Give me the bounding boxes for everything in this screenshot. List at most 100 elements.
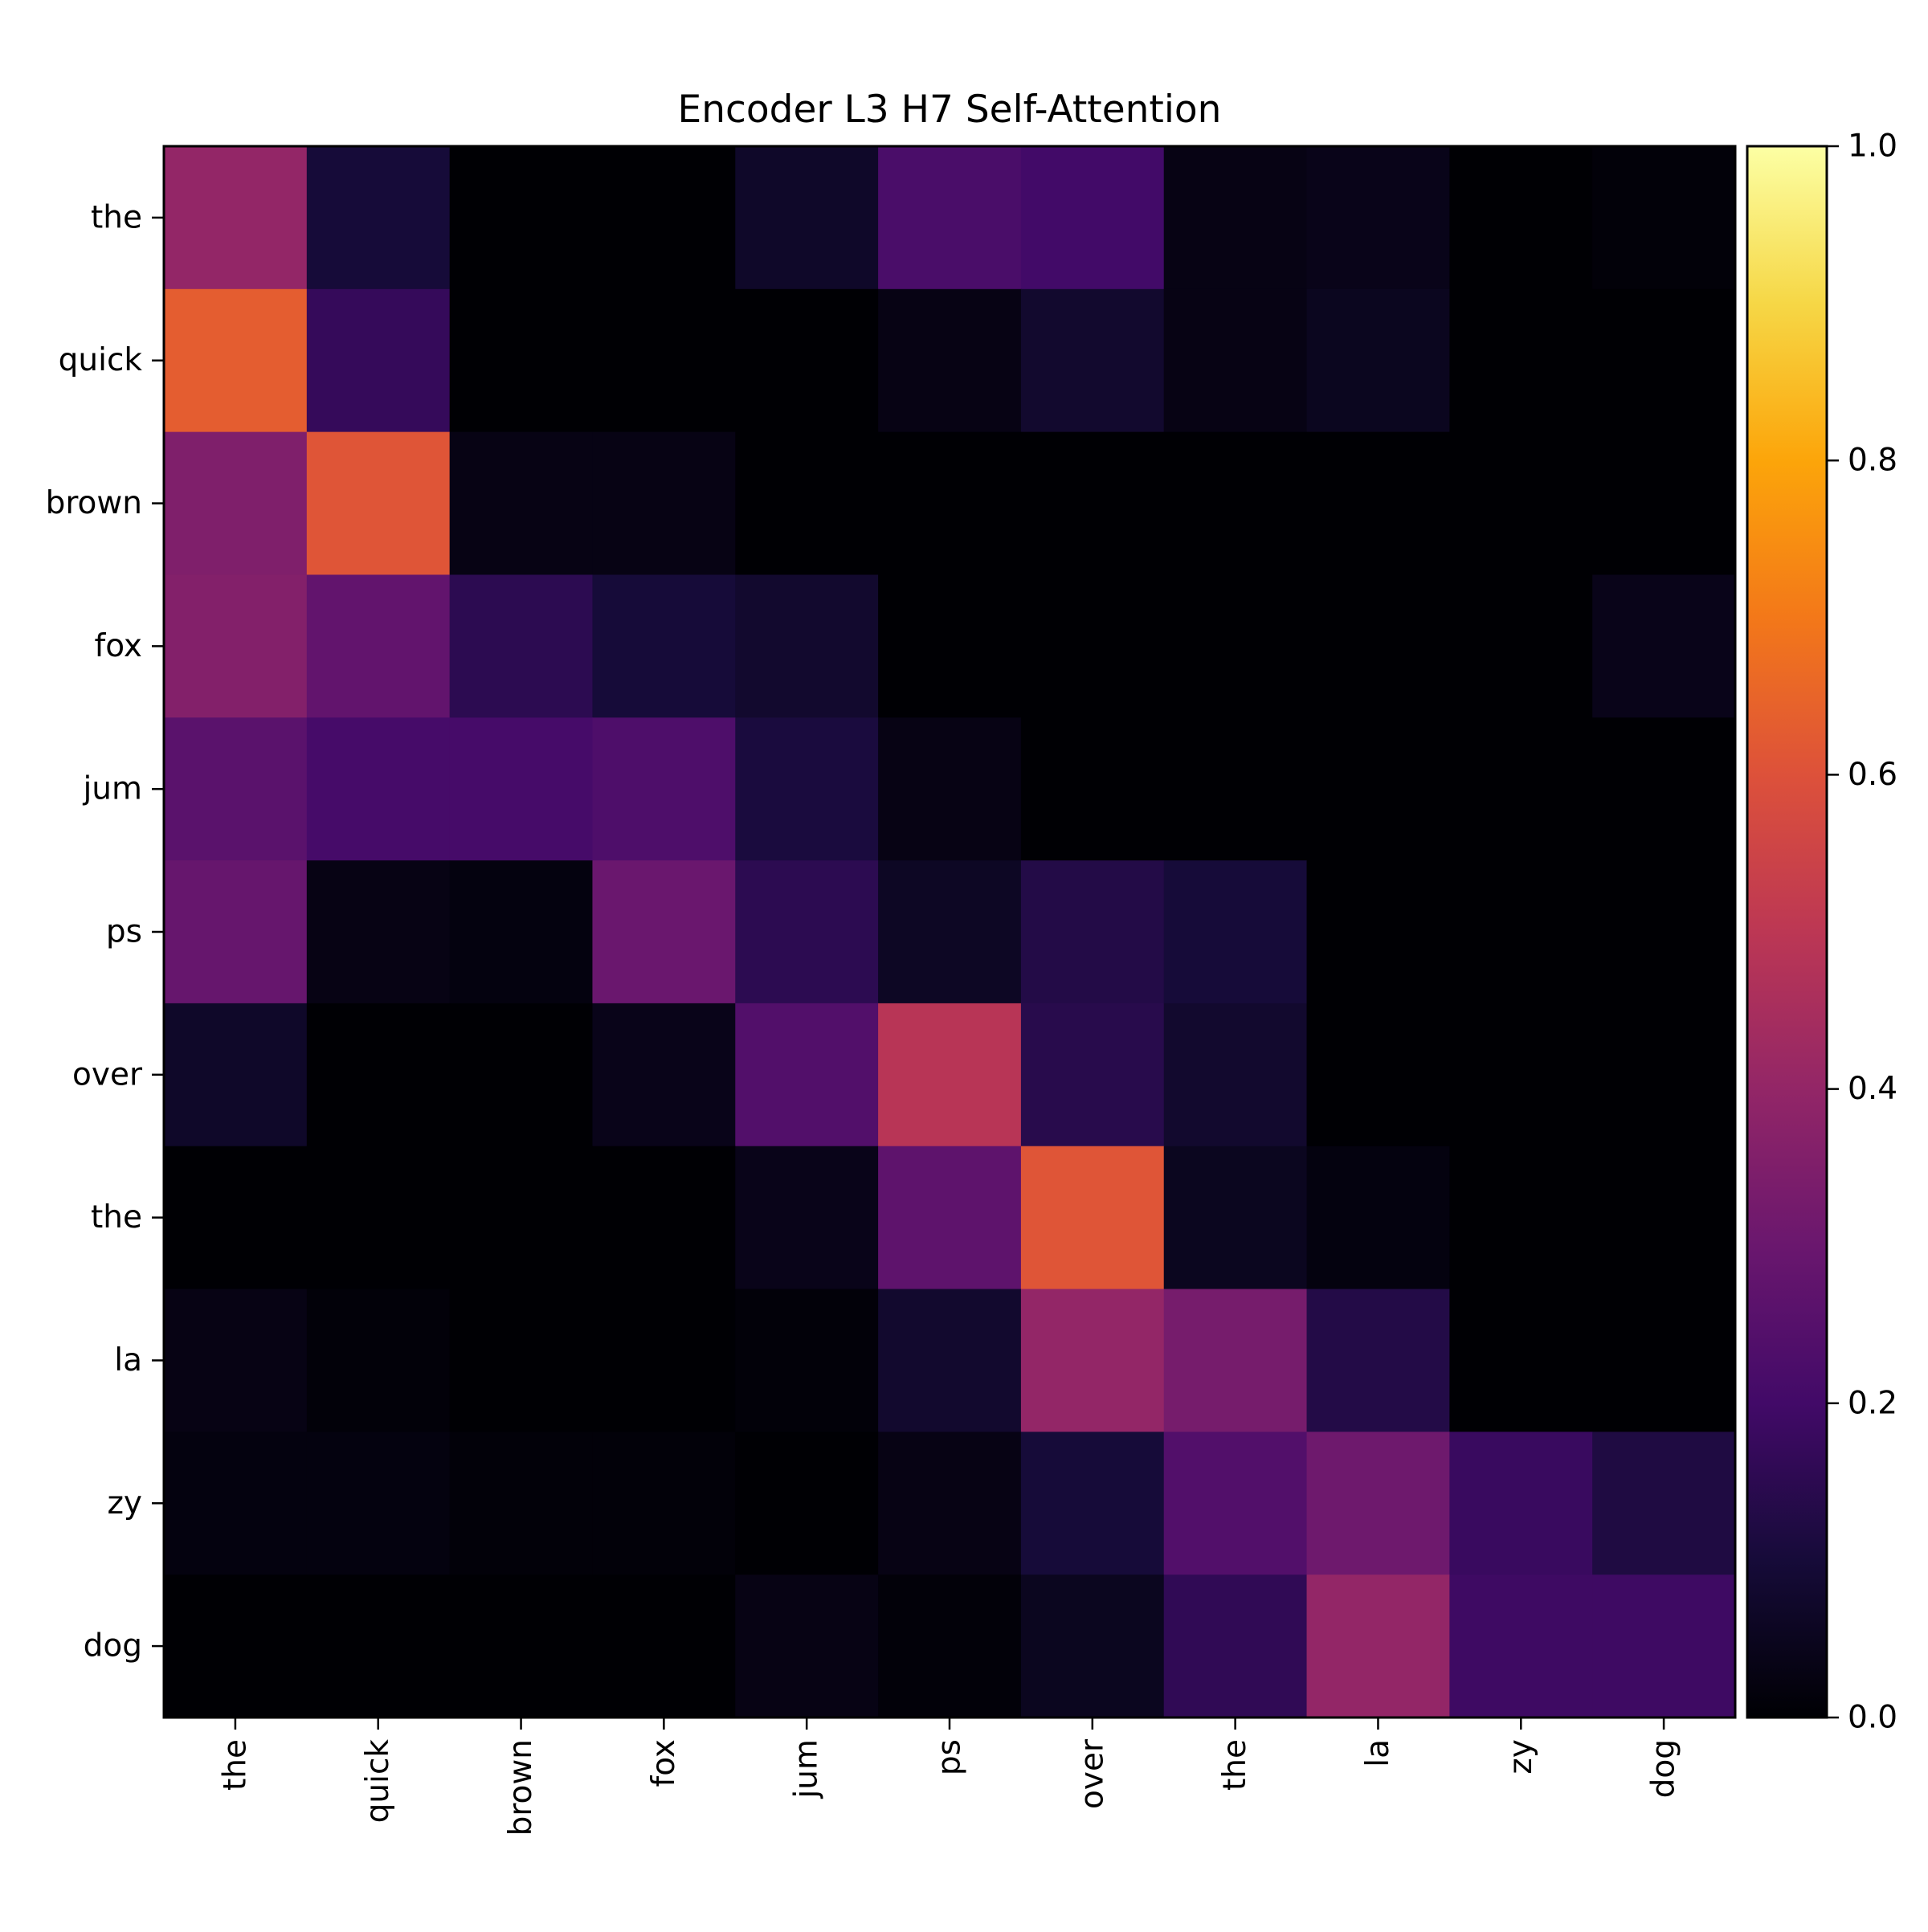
heatmap-cell xyxy=(592,1146,736,1290)
heatmap-cell xyxy=(1592,431,1736,576)
heatmap-cell xyxy=(735,146,879,290)
heatmap-cell xyxy=(306,1289,451,1432)
heatmap-cell xyxy=(449,717,594,861)
heatmap-cell xyxy=(1306,1146,1450,1290)
heatmap-cell xyxy=(1020,1432,1165,1575)
heatmap-cell xyxy=(449,288,594,433)
heatmap-cell xyxy=(735,1289,879,1432)
heatmap-cell xyxy=(164,288,308,433)
heatmap-cell xyxy=(1020,860,1165,1004)
heatmap-cell xyxy=(1592,574,1736,718)
heatmap-cell xyxy=(164,1432,308,1575)
y-tick-label: the xyxy=(91,1199,142,1236)
heatmap-cell xyxy=(1163,717,1308,861)
heatmap-cell xyxy=(1449,574,1593,718)
heatmap-cell xyxy=(306,1432,451,1575)
heatmap-cell xyxy=(592,1289,736,1432)
heatmap-cell xyxy=(592,1432,736,1575)
heatmap-cell xyxy=(592,1003,736,1147)
y-tick-label: fox xyxy=(95,628,142,664)
heatmap-cell xyxy=(1592,1289,1736,1432)
colorbar-ticks: 0.0 0.2 0.4 0.6 0.8 1.0 xyxy=(1827,129,1897,1736)
heatmap-cell xyxy=(1449,1432,1593,1575)
x-tick-label: over xyxy=(1074,1738,1110,1809)
heatmap-cell xyxy=(1592,1146,1736,1290)
heatmap-cell xyxy=(1449,431,1593,576)
heatmap-cell xyxy=(735,431,879,576)
heatmap-cell xyxy=(306,1575,451,1718)
heatmap-cell xyxy=(449,1146,594,1290)
heatmap-cell xyxy=(449,1289,594,1432)
heatmap-cell xyxy=(1449,146,1593,290)
heatmap-cell xyxy=(1163,288,1308,433)
heatmap-cell xyxy=(1020,1003,1165,1147)
heatmap-cell xyxy=(1020,288,1165,433)
heatmap-cell xyxy=(1306,860,1450,1004)
heatmap-cell xyxy=(306,1003,451,1147)
heatmap-cell xyxy=(592,860,736,1004)
heatmap-cell xyxy=(1449,1003,1593,1147)
heatmap-cell xyxy=(1449,1289,1593,1432)
colorbar-tick-label: 0.8 xyxy=(1848,443,1897,479)
heatmap-cell xyxy=(735,1432,879,1575)
y-tick-label: zy xyxy=(107,1485,142,1522)
y-tick-label: jum xyxy=(82,771,142,807)
heatmap-cell xyxy=(1163,1575,1308,1718)
heatmap-cell xyxy=(1449,1575,1593,1718)
heatmap-cell xyxy=(306,574,451,718)
x-tick-label: zy xyxy=(1503,1739,1539,1775)
x-tick-label: brown xyxy=(503,1739,539,1836)
y-tick-label: dog xyxy=(84,1628,142,1664)
x-tick-label: la xyxy=(1360,1739,1396,1767)
heatmap-cell xyxy=(592,146,736,290)
heatmap-cell xyxy=(449,574,594,718)
heatmap-cell xyxy=(164,717,308,861)
chart-title: Encoder L3 H7 Self-Attention xyxy=(678,88,1222,132)
heatmap-cell xyxy=(878,1575,1022,1718)
heatmap-cell xyxy=(1592,288,1736,433)
heatmap-cell xyxy=(1020,717,1165,861)
heatmap-cell xyxy=(1163,1289,1308,1432)
heatmap-cell xyxy=(1306,1289,1450,1432)
heatmap-cell xyxy=(1163,146,1308,290)
heatmap-cell xyxy=(878,574,1022,718)
heatmap-cell xyxy=(1592,717,1736,861)
heatmap-cell xyxy=(1449,288,1593,433)
heatmap-cell xyxy=(735,1003,879,1147)
y-tick-label: the xyxy=(91,199,142,235)
heatmap-cell xyxy=(1592,1575,1736,1718)
heatmap-cell xyxy=(592,574,736,718)
heatmap-cell xyxy=(1449,717,1593,861)
colorbar-tick-label: 0.2 xyxy=(1848,1385,1897,1421)
heatmap-cell xyxy=(164,431,308,576)
heatmap-cell xyxy=(1020,146,1165,290)
heatmap-cell xyxy=(735,288,879,433)
heatmap-cell xyxy=(306,146,451,290)
x-tick-label: ps xyxy=(932,1739,968,1775)
heatmap-cell xyxy=(735,1146,879,1290)
heatmap-cell xyxy=(1306,717,1450,861)
heatmap-cell xyxy=(306,717,451,861)
heatmap-cell xyxy=(1163,860,1308,1004)
heatmap-cell xyxy=(449,1575,594,1718)
x-tick-label: the xyxy=(1217,1739,1253,1791)
heatmap-cell xyxy=(449,860,594,1004)
heatmap-cell xyxy=(735,717,879,861)
heatmap-cell xyxy=(1592,1003,1736,1147)
heatmap-cell xyxy=(1306,1432,1450,1575)
heatmap-cell xyxy=(1163,431,1308,576)
colorbar-gradient xyxy=(1747,146,1827,1718)
heatmap-cell xyxy=(1163,1003,1308,1147)
x-tick-label: dog xyxy=(1646,1739,1682,1798)
y-tick-label: brown xyxy=(46,485,142,521)
x-tick-label: quick xyxy=(360,1739,396,1824)
heatmap-cell xyxy=(306,288,451,433)
heatmap-cell xyxy=(1306,1575,1450,1718)
colorbar-tick-label: 0.6 xyxy=(1848,757,1897,793)
heatmap-cell xyxy=(449,1003,594,1147)
heatmap-cell xyxy=(1020,574,1165,718)
heatmap-cell xyxy=(1020,1575,1165,1718)
y-axis: the quick brown fox jum ps over the la zy dog xyxy=(46,199,164,1664)
